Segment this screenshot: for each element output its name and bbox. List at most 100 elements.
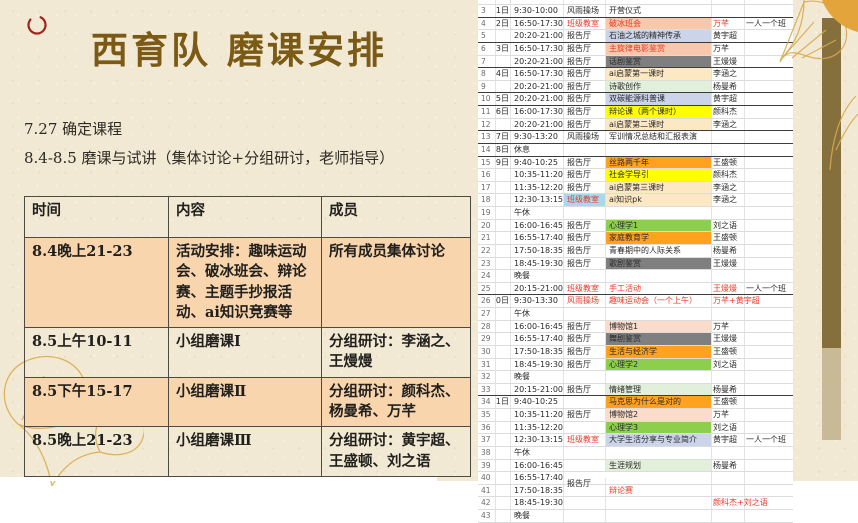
sheet-row: 30 17:50-18:35 报告厅 生活与经济学 王盛顿 (478, 345, 793, 359)
schedule-table-row: 8.5晚上21-23 小组磨课Ⅲ 分组研讨：黄宇超、王盛顿、刘之语 (24, 426, 471, 477)
bottom-edge-strip (0, 477, 437, 481)
sheet-cell-location (564, 270, 606, 282)
sheet-cell-location: 班级教室 (564, 282, 606, 295)
sheet-row: 33 20:15-21:00 报告厅 情绪管理 杨曼希 (478, 383, 793, 397)
sheet-row: 38 午休 (478, 446, 793, 460)
sheet-cell-person: 万芊 (712, 42, 745, 55)
sheet-cell-activity: 情绪管理 (606, 383, 712, 396)
sheet-cell-note (745, 359, 793, 371)
sheet-cell-person (712, 207, 745, 219)
sheet-cell-time: 20:20-21:00 (511, 93, 564, 105)
sheet-cell-activity: 社会学导引 (606, 169, 712, 181)
sheet-row: 7 20:20-21:00 报告厅 话剧鉴赏 王熳熳 (478, 55, 793, 69)
schedule-table-row: 8.5下午15-17 小组磨课Ⅱ 分组研讨：颜科杰、杨曼希、万芊 (24, 376, 471, 428)
cell-members: 所有成员集体讨论 (321, 236, 471, 329)
sheet-cell-date (496, 270, 511, 282)
sheet-cell-activity: 心理学2 (606, 358, 712, 371)
sheet-row: 22 17:50-18:35 报告厅 青春期中的人际关系 杨曼希 (478, 244, 793, 258)
cell-content: 小组磨课Ⅱ (168, 376, 322, 428)
sheet-cell-time: 10:35-11:20 (511, 409, 564, 421)
sheet-cell-rownum: 18 (478, 194, 496, 206)
sheet-cell-person: 李涵之 (712, 118, 745, 131)
sheet-cell-activity: 歌剧鉴赏 (606, 257, 712, 270)
sheet-cell-date (496, 194, 511, 206)
sheet-cell-rownum: 36 (478, 421, 496, 434)
sheet-cell-activity: 诗歌创作 (606, 80, 712, 93)
sheet-cell-date (496, 371, 511, 383)
cell-members: 分组研讨：颜科杰、杨曼希、万芊 (321, 376, 471, 428)
ginkgo-decoration-top-right (779, 0, 858, 171)
cell-members: 分组研讨：黄宇超、王盛顿、刘之语 (321, 426, 471, 477)
sheet-cell-rownum: 11 (478, 106, 496, 118)
sheet-cell-note (745, 485, 793, 497)
schedule-table-row: 8.5上午10-11 小组磨课Ⅰ 分组研讨：李涵之、王熳熳 (24, 327, 471, 378)
sheet-row: 28 16:00-16:45 报告厅 博物馆1 万芊 (478, 320, 793, 334)
sheet-cell-time: 晚餐 (511, 371, 564, 383)
sheet-cell-location: 风雨操场 (564, 131, 606, 143)
sheet-cell-time: 16:50-17:30 (511, 68, 564, 80)
cell-time: 8.5晚上21-23 (24, 426, 169, 477)
ginkgo-solid-leaf (822, 0, 858, 32)
sheet-cell-time (511, 0, 564, 4)
cell-time: 8.5上午10-11 (24, 327, 169, 378)
sheet-cell-rownum: 17 (478, 181, 496, 194)
sheet-cell-date (496, 244, 511, 257)
sheet-cell-person: 刘之语 (712, 421, 745, 434)
sheet-cell-rownum: 8 (478, 68, 496, 80)
sheet-cell-date: 11日 (496, 396, 511, 408)
sheet-cell-activity: 青春期中的人际关系 (606, 244, 712, 257)
sheet-row: 35 10:35-11:20 报告厅 博物馆2 万芊 (478, 409, 793, 422)
cell-time: 8.5下午15-17 (24, 376, 169, 428)
sheet-cell-note (745, 510, 793, 522)
sheet-cell-rownum: 21 (478, 232, 496, 244)
sheet-cell-rownum: 6 (478, 42, 496, 55)
sheet-cell-date (496, 434, 511, 446)
sheet-cell-time: 9:30-10:00 (511, 5, 564, 17)
sheet-cell-rownum: 10 (478, 93, 496, 105)
sheet-cell-note: 一人一个班 (746, 435, 786, 445)
sheet-cell-rownum: 35 (478, 409, 496, 421)
sheet-cell-note (745, 321, 793, 333)
sheet-row: 24 晚餐 (478, 270, 793, 283)
sheet-row: 17 11:35-12:20 报告厅 ai启蒙第三课时 李涵之 (478, 181, 793, 195)
sheet-row: 19 午休 (478, 207, 793, 220)
sheet-cell-activity (606, 497, 712, 509)
sheet-cell-activity (606, 446, 712, 459)
sheet-cell-date: 9日 (496, 156, 511, 169)
sheet-cell-person (712, 143, 745, 156)
sheet-cell-note (745, 497, 793, 509)
sheet-cell-location: 报告厅 (564, 80, 606, 93)
sheet-cell-time: 20:20-21:00 (511, 30, 564, 42)
sheet-row: 32 晚餐 (478, 371, 793, 384)
schedule-table-row: 8.4晚上21-23 活动安排：趣味运动会、破冰班会、辩论赛、主题手抄报活动、ai… (24, 236, 471, 329)
sheet-cell-activity: 双碳能源科普课 (606, 93, 712, 105)
sheet-cell-date (496, 409, 511, 421)
sheet-cell-rownum: 19 (478, 207, 496, 219)
sheet-cell-activity: 博物馆2 (606, 409, 712, 421)
sheet-cell-person (712, 0, 745, 4)
cell-members: 分组研讨：李涵之、王熳熳 (321, 327, 471, 378)
sheet-cell-activity: 家庭教育学 (606, 232, 712, 244)
spreadsheet: 3 1日 9:30-10:00 风雨操场 开营仪式 4 2日 16:50-17:30 班级教室破… (478, 0, 793, 523)
sheet-cell-activity: 舞剧鉴赏 (606, 333, 712, 345)
sheet-cell-time: 16:50-17:30 (511, 17, 564, 30)
sheet-cell-time: 午休 (511, 308, 564, 320)
sheet-row: 41 17:50-18:35 辩论赛 (478, 484, 793, 498)
sheet-cell-location: 报告厅 (564, 30, 606, 42)
sheet-cell-rownum: 9 (478, 80, 496, 93)
sheet-cell-activity: 心理学1 (606, 219, 712, 232)
sheet-cell-date (496, 118, 511, 131)
sheet-cell-note (745, 447, 793, 459)
sheet-cell-time: 午休 (511, 207, 564, 219)
sheet-cell-person (712, 371, 745, 383)
sheet-cell-note (745, 220, 793, 232)
sheet-cell-date (496, 232, 511, 244)
vertical-bar-tan (822, 348, 841, 440)
sheet-row: 8 4日 16:50-17:30 报告厅 ai启蒙第一课时 李涵之 (478, 68, 793, 81)
sheet-cell-note (745, 245, 793, 257)
sheet-cell-time: 12:30-13:15 (511, 194, 564, 206)
sheet-cell-time: 18:45-19:30 (511, 257, 564, 270)
sheet-cell-activity: ai启蒙第三课时 (606, 181, 712, 194)
sheet-cell-person (712, 270, 745, 282)
